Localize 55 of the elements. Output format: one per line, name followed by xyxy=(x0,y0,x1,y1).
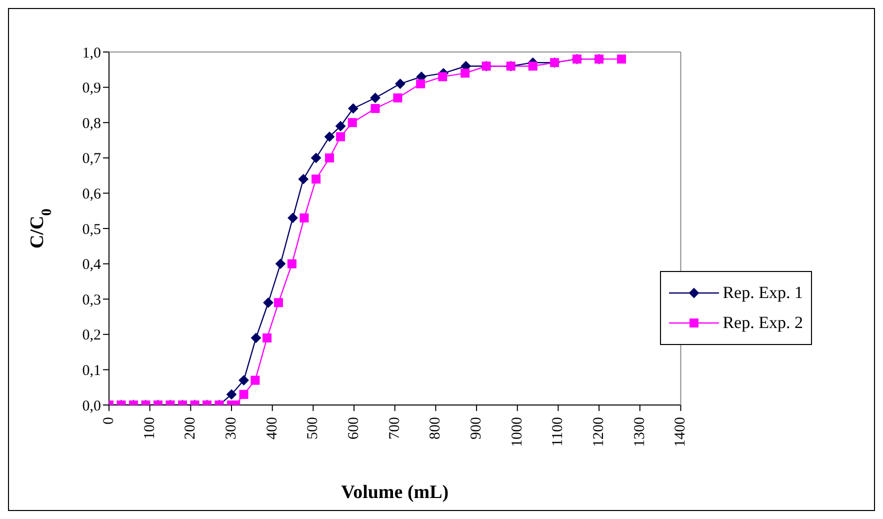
point xyxy=(370,92,380,103)
point xyxy=(617,54,626,64)
point xyxy=(324,132,335,142)
point xyxy=(263,298,274,308)
x-tick-label: 500 xyxy=(305,417,322,440)
y-tick-label: 0,7 xyxy=(82,151,102,168)
x-tick-label: 100 xyxy=(142,417,158,440)
point xyxy=(251,332,262,343)
point xyxy=(276,258,286,269)
point xyxy=(370,104,380,113)
point xyxy=(336,132,346,142)
x-tick-label: 1100 xyxy=(550,417,566,446)
x-tick-label: 1400 xyxy=(672,417,689,447)
point xyxy=(325,153,334,162)
x-axis-title: Volume (mL) xyxy=(341,482,449,503)
point xyxy=(298,174,308,184)
y-tick-label: 0,6 xyxy=(82,186,102,203)
x-tick-label: 0 xyxy=(101,417,117,424)
y-tick-label: 0,2 xyxy=(82,328,101,344)
y-tick-label: 0,0 xyxy=(82,398,101,414)
point xyxy=(416,79,426,88)
y-tick-label: 0,8 xyxy=(82,116,101,132)
point xyxy=(287,259,296,268)
point xyxy=(312,174,321,184)
point xyxy=(288,212,298,223)
x-tick-label: 700 xyxy=(386,417,403,440)
x-tick-label: 300 xyxy=(224,417,240,440)
point xyxy=(395,78,406,89)
y-tick-label: 0,5 xyxy=(82,222,101,238)
point xyxy=(348,103,358,114)
x-tick-label: 1200 xyxy=(591,417,608,447)
legend-label: Rep. Exp. 1 xyxy=(722,283,803,303)
y-tick-label: 0,3 xyxy=(82,292,101,308)
y-tick-label: 0,4 xyxy=(82,257,102,274)
legend-label: Rep. Exp. 2 xyxy=(722,313,803,333)
x-tick-label: 900 xyxy=(468,417,485,440)
x-tick-label: 1300 xyxy=(632,417,648,447)
point xyxy=(438,72,448,82)
x-tick-label: 800 xyxy=(428,417,444,440)
point xyxy=(336,121,346,132)
x-tick-label: 400 xyxy=(264,417,280,440)
x-tick-label: 200 xyxy=(182,417,199,440)
y-tick-label: 1,0 xyxy=(82,45,101,62)
point xyxy=(393,93,402,102)
y-tick-label: 0,9 xyxy=(82,80,101,97)
point xyxy=(300,213,309,222)
point xyxy=(528,62,538,71)
y-tick-label: 0,1 xyxy=(82,363,101,380)
point xyxy=(348,118,357,128)
point xyxy=(262,333,272,342)
x-tick-label: 600 xyxy=(346,417,362,440)
x-tick-label: 1000 xyxy=(509,417,526,447)
point xyxy=(460,68,470,78)
point xyxy=(311,152,322,163)
point xyxy=(274,298,283,308)
